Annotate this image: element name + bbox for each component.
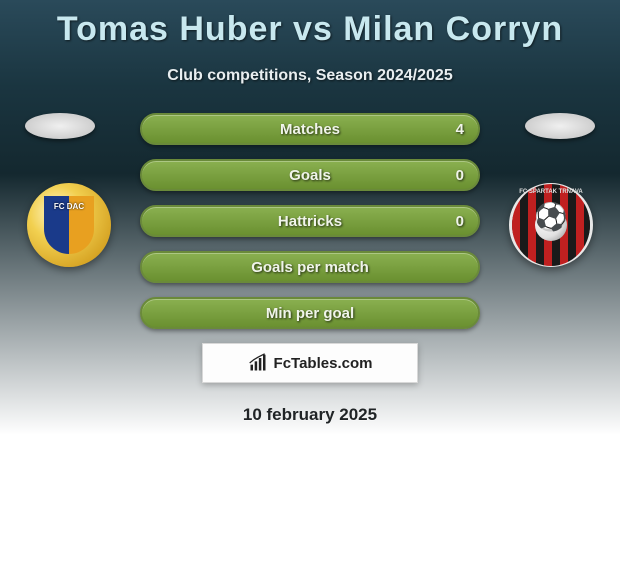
stat-value-right: 0 <box>456 213 464 230</box>
player-slot-left <box>25 113 95 139</box>
stat-row-hattricks: Hattricks 0 <box>140 205 480 237</box>
stat-value-right: 0 <box>456 167 464 184</box>
page-title: Tomas Huber vs Milan Corryn <box>0 0 620 49</box>
spartak-ring-text: FC SPARTAK TRNAVA <box>512 189 590 195</box>
football-icon <box>535 209 567 241</box>
spartak-stripes-icon: FC SPARTAK TRNAVA <box>512 184 590 266</box>
team-badge-left <box>27 183 111 267</box>
stat-label: Hattricks <box>278 213 342 230</box>
stat-label: Matches <box>280 121 340 138</box>
stat-row-matches: Matches 4 <box>140 113 480 145</box>
player-slot-right <box>525 113 595 139</box>
date-text: 10 february 2025 <box>0 405 620 425</box>
attribution-badge: FcTables.com <box>202 343 418 383</box>
stat-row-min-per-goal: Min per goal <box>140 297 480 329</box>
stat-row-goals-per-match: Goals per match <box>140 251 480 283</box>
dac-shield-icon <box>44 196 94 254</box>
attribution-text: FcTables.com <box>274 355 373 372</box>
stat-label: Goals per match <box>251 259 369 276</box>
team-badge-right: FC SPARTAK TRNAVA <box>509 183 593 267</box>
stat-row-goals: Goals 0 <box>140 159 480 191</box>
season-subtitle: Club competitions, Season 2024/2025 <box>0 67 620 85</box>
comparison-panel: FC SPARTAK TRNAVA Matches 4 Goals 0 Hatt… <box>0 113 620 425</box>
stat-label: Goals <box>289 167 331 184</box>
stat-bars: Matches 4 Goals 0 Hattricks 0 Goals per … <box>140 113 480 329</box>
stat-label: Min per goal <box>266 305 354 322</box>
bar-chart-icon <box>248 353 268 373</box>
stat-value-right: 4 <box>456 121 464 138</box>
